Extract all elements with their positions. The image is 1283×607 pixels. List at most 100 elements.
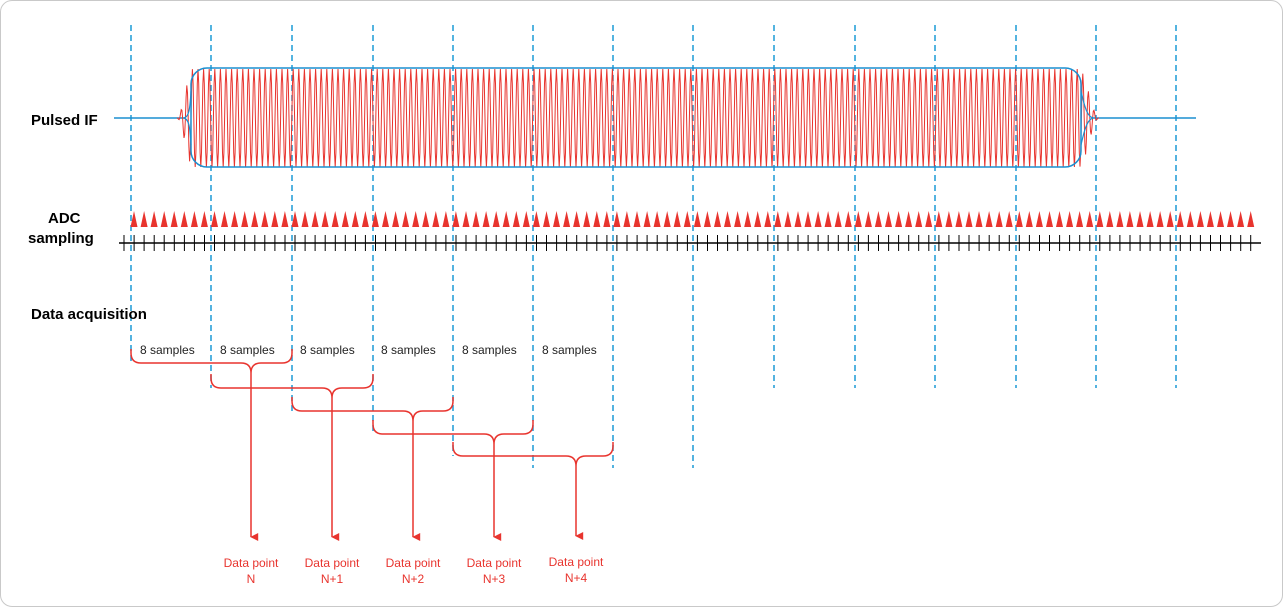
adc-sample-marker xyxy=(180,211,188,227)
adc-sample-marker xyxy=(734,211,742,227)
adc-sample-marker xyxy=(683,211,691,227)
adc-sample-marker xyxy=(1126,211,1134,227)
sample-group-label: 8 samples xyxy=(140,343,195,357)
adc-sample-marker xyxy=(382,211,389,227)
adc-sample-marker xyxy=(261,211,269,227)
adc-sample-marker xyxy=(593,211,601,227)
adc-sample-marker xyxy=(221,211,228,227)
if-carrier-oscillation xyxy=(176,68,1099,168)
adc-label-line1: ADC xyxy=(48,210,81,227)
adc-sample-marker xyxy=(482,211,490,227)
data-point-index: N+2 xyxy=(402,572,425,586)
adc-sample-marker xyxy=(955,211,963,227)
adc-sample-marker xyxy=(1247,211,1255,227)
adc-sample-marker xyxy=(693,211,701,227)
envelope-rise-edge xyxy=(182,117,192,146)
adc-sample-marker xyxy=(442,211,450,227)
sample-group-label: 8 samples xyxy=(542,343,597,357)
adc-sample-marker xyxy=(271,211,279,227)
data-point-label: Data point xyxy=(467,556,522,570)
adc-sample-marker xyxy=(885,211,892,227)
adc-sample-marker xyxy=(854,211,862,227)
adc-sample-marker xyxy=(392,211,400,227)
adc-sample-marker xyxy=(331,211,339,227)
adc-sample-marker xyxy=(1176,211,1184,227)
data-point-index: N+3 xyxy=(483,572,506,586)
sample-group-label: 8 samples xyxy=(381,343,436,357)
adc-sample-marker xyxy=(311,211,319,227)
data-point-labels: Data point N Data point N+1 Data point N… xyxy=(224,555,604,586)
adc-sample-marker xyxy=(170,211,178,227)
data-point-index: N+1 xyxy=(321,572,344,586)
adc-sampling-train xyxy=(119,211,1261,251)
adc-sample-marker xyxy=(1166,211,1174,227)
adc-sample-marker xyxy=(472,211,480,227)
adc-sample-marker xyxy=(965,211,973,227)
adc-label-line2: sampling xyxy=(28,230,94,247)
adc-sample-marker xyxy=(1096,211,1104,227)
adc-sample-marker xyxy=(150,211,158,227)
adc-sample-marker xyxy=(804,211,812,227)
adc-sample-marker xyxy=(1035,211,1043,227)
sample-group-label: 8 samples xyxy=(300,343,355,357)
adc-sample-marker xyxy=(281,211,289,227)
adc-sample-marker xyxy=(251,211,259,227)
adc-sample-marker xyxy=(935,211,943,227)
adc-sample-marker xyxy=(190,211,198,227)
data-point-index: N+4 xyxy=(565,571,588,585)
adc-sample-marker xyxy=(975,211,983,227)
adc-sample-marker xyxy=(905,211,913,227)
adc-sample-marker xyxy=(452,211,460,227)
adc-sample-marker xyxy=(1056,211,1063,227)
adc-sample-marker xyxy=(512,211,520,227)
adc-sample-marker xyxy=(1015,211,1023,227)
adc-sample-marker xyxy=(1106,211,1114,227)
adc-sample-marker xyxy=(371,211,379,227)
adc-sample-marker xyxy=(321,211,329,227)
adc-sample-marker xyxy=(1146,211,1154,227)
adc-sample-marker xyxy=(864,211,872,227)
adc-sample-marker xyxy=(160,211,168,227)
adc-sample-marker xyxy=(1025,211,1033,227)
data-point-label: Data point xyxy=(224,556,279,570)
adc-sample-marker xyxy=(1186,211,1194,227)
sample-group-labels: 8 samples 8 samples 8 samples 8 samples … xyxy=(140,343,597,357)
adc-sample-marker xyxy=(844,211,852,227)
adc-sample-marker xyxy=(1116,211,1124,227)
adc-sample-marker xyxy=(1136,211,1144,227)
sample-group-label: 8 samples xyxy=(462,343,517,357)
adc-sample-marker xyxy=(200,211,208,227)
adc-sample-marker xyxy=(301,211,309,227)
adc-sample-marker xyxy=(502,211,510,227)
adc-sample-marker xyxy=(532,211,540,227)
adc-sample-marker xyxy=(784,211,792,227)
adc-sample-marker xyxy=(633,211,641,227)
adc-sample-marker xyxy=(573,211,581,227)
adc-sample-marker xyxy=(613,211,621,227)
pulse-envelope xyxy=(190,67,1082,168)
adc-sample-marker xyxy=(744,211,752,227)
adc-sample-marker xyxy=(915,211,923,227)
adc-sample-marker xyxy=(1206,211,1214,227)
adc-sample-marker xyxy=(925,211,933,227)
adc-sample-marker xyxy=(623,211,631,227)
adc-sample-marker xyxy=(834,211,842,227)
adc-sample-marker xyxy=(945,211,953,227)
adc-sample-marker xyxy=(241,211,249,227)
adc-sample-marker xyxy=(1086,211,1094,227)
adc-sample-marker xyxy=(583,211,591,227)
adc-sample-marker xyxy=(653,211,661,227)
adc-sample-marker xyxy=(1227,211,1234,227)
adc-sample-marker xyxy=(211,211,218,227)
adc-sample-marker xyxy=(764,211,772,227)
adc-sample-marker xyxy=(402,211,410,227)
data-point-label: Data point xyxy=(305,556,360,570)
adc-sample-marker xyxy=(985,211,993,227)
adc-sample-marker xyxy=(774,211,782,227)
adc-sample-marker xyxy=(492,211,500,227)
pulsed-if-waveform xyxy=(114,67,1196,168)
sample-group-label: 8 samples xyxy=(220,343,275,357)
adc-sample-marker xyxy=(351,211,359,227)
adc-sample-marker xyxy=(1217,211,1224,227)
